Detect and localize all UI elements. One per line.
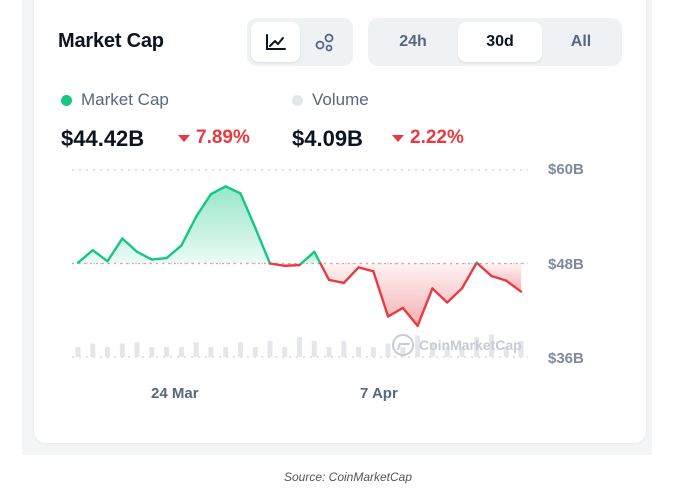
range-30d-button[interactable]: 30d xyxy=(458,22,542,62)
coinmarketcap-logo-icon xyxy=(392,334,414,356)
price-line-segment xyxy=(445,287,464,304)
volume-bar xyxy=(503,347,509,357)
watermark-text: CoinMarketCap xyxy=(419,337,522,353)
volume-bar xyxy=(297,337,302,357)
candle-dots-icon xyxy=(315,33,333,52)
price-line-segment xyxy=(327,278,345,285)
source-caption: Source: CoinMarketCap xyxy=(283,470,413,484)
volume-bar xyxy=(370,347,376,357)
price-line-segment xyxy=(313,250,322,265)
price-line-segment xyxy=(253,226,272,265)
volume-bar xyxy=(518,341,524,357)
line-chart-icon xyxy=(265,34,286,50)
volume-dot-icon xyxy=(292,94,303,106)
price-line-segment xyxy=(460,262,478,290)
x-tick-label: 7 Apr xyxy=(360,385,398,402)
volume-bar xyxy=(178,347,184,357)
area-below-baseline xyxy=(320,263,477,326)
y-tick-label: $60B xyxy=(548,161,584,178)
volume-bar xyxy=(341,341,347,357)
volume-bar xyxy=(429,342,435,357)
price-line-segment xyxy=(372,270,390,318)
volume-bar xyxy=(193,342,199,357)
price-line-segment xyxy=(342,266,360,285)
candle-chart-button[interactable] xyxy=(300,22,349,62)
widget-title: Market Cap xyxy=(58,30,164,52)
volume-bar xyxy=(267,341,273,357)
time-range-selector: 24h 30d All xyxy=(368,18,622,66)
price-line-segment xyxy=(165,244,183,260)
price-line-segment xyxy=(121,237,139,254)
price-line-segment xyxy=(76,249,94,264)
price-line-segment xyxy=(386,306,405,318)
legend-market-cap-label: Market Cap xyxy=(81,90,169,109)
price-line-segment xyxy=(239,192,257,229)
market-cap-value: $44.42B xyxy=(61,126,145,151)
price-line-segment xyxy=(224,185,242,195)
price-line-segment xyxy=(135,250,154,261)
volume-bar xyxy=(459,347,465,357)
volume-bar xyxy=(134,342,140,357)
range-24h-button[interactable]: 24h xyxy=(399,33,427,50)
coinmarketcap-watermark: CoinMarketCap xyxy=(392,334,522,356)
price-line-segment xyxy=(490,274,508,282)
chart-type-toggle xyxy=(247,18,353,66)
price-line-segment xyxy=(357,266,375,273)
volume-bar xyxy=(252,347,258,357)
volume-bar xyxy=(356,347,362,357)
y-tick-label: $48B xyxy=(548,256,584,273)
down-triangle-icon xyxy=(392,135,404,142)
price-line-segment xyxy=(268,262,286,268)
price-line-segment xyxy=(476,262,493,278)
price-line-segment xyxy=(106,237,124,263)
price-line-segment xyxy=(91,249,109,263)
price-line-segment xyxy=(300,250,316,265)
range-all-button[interactable]: All xyxy=(570,33,592,50)
volume-bar xyxy=(105,347,111,357)
market-cap-card xyxy=(34,0,646,443)
volume-bar xyxy=(90,343,96,357)
area-above-baseline xyxy=(78,186,270,264)
price-line-segment xyxy=(180,215,198,247)
price-line-segment xyxy=(505,279,523,293)
x-tick-label: 24 Mar xyxy=(151,385,199,402)
volume-bar xyxy=(415,335,421,357)
volume-bar xyxy=(164,347,170,357)
volume-bar xyxy=(75,347,81,357)
volume-bar xyxy=(119,343,125,357)
volume-bar xyxy=(311,341,317,357)
volume-bar xyxy=(326,347,332,357)
price-line-segment xyxy=(150,256,168,261)
volume-bar xyxy=(282,347,288,357)
volume-bar xyxy=(385,343,391,357)
y-tick-label: $36B xyxy=(548,350,584,367)
price-line-segment xyxy=(431,287,449,304)
price-line-segment xyxy=(319,262,331,282)
volume-value: $4.09B xyxy=(292,126,363,151)
market-cap-change-value: 7.89% xyxy=(196,127,250,148)
legend-market-cap[interactable]: Market Cap xyxy=(61,90,169,110)
volume-change: 2.22% xyxy=(392,127,464,149)
price-line-segment xyxy=(416,287,434,328)
price-line-segment xyxy=(194,192,213,218)
line-chart-button[interactable] xyxy=(251,22,300,62)
market-cap-dot-icon xyxy=(61,94,72,106)
volume-bar xyxy=(237,342,243,357)
market-cap-change: 7.89% xyxy=(178,127,250,149)
volume-bar xyxy=(208,347,214,357)
legend-volume-label: Volume xyxy=(312,90,369,109)
down-triangle-icon xyxy=(178,135,190,142)
volume-bar xyxy=(223,347,229,357)
price-line-segment xyxy=(401,306,419,328)
legend-volume[interactable]: Volume xyxy=(292,90,369,110)
volume-bar xyxy=(149,347,155,357)
volume-bar xyxy=(444,347,450,357)
volume-bar xyxy=(474,337,480,357)
price-line-segment xyxy=(209,185,227,196)
volume-bar xyxy=(488,334,494,357)
volume-change-value: 2.22% xyxy=(410,127,464,148)
price-line-segment xyxy=(283,263,301,268)
